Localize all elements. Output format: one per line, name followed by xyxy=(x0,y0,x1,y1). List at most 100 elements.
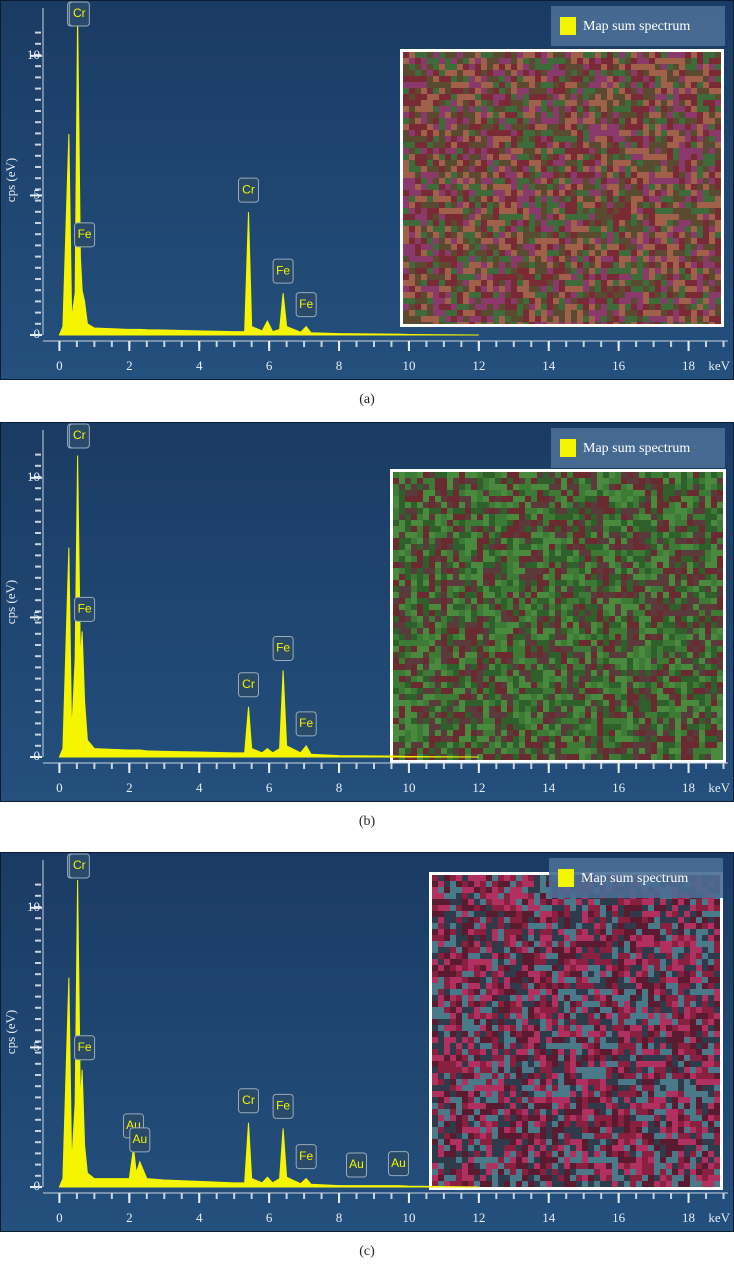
map-pixel xyxy=(607,52,613,58)
map-pixel xyxy=(637,112,643,118)
map-pixel xyxy=(537,538,543,544)
map-pixel xyxy=(511,316,517,322)
map-pixel xyxy=(423,532,429,538)
map-pixel xyxy=(651,472,657,478)
map-pixel xyxy=(627,484,633,490)
map-pixel xyxy=(621,478,627,484)
map-pixel xyxy=(705,592,711,598)
map-pixel xyxy=(579,670,585,676)
map-pixel xyxy=(487,268,493,274)
map-pixel xyxy=(555,586,561,592)
map-pixel xyxy=(651,622,657,628)
map-pixel xyxy=(645,550,651,556)
map-pixel xyxy=(483,502,489,508)
map-pixel xyxy=(523,52,529,58)
map-pixel xyxy=(399,538,405,544)
map-pixel xyxy=(445,172,451,178)
map-pixel xyxy=(703,106,709,112)
map-pixel xyxy=(517,136,523,142)
map-pixel xyxy=(717,598,723,604)
map-pixel xyxy=(637,190,643,196)
map-pixel xyxy=(639,604,645,610)
map-pixel xyxy=(429,598,435,604)
map-pixel xyxy=(639,694,645,700)
map-pixel xyxy=(547,118,553,124)
map-pixel xyxy=(499,226,505,232)
map-pixel xyxy=(693,676,699,682)
map-pixel xyxy=(405,484,411,490)
map-pixel xyxy=(637,70,643,76)
map-pixel xyxy=(693,670,699,676)
map-pixel xyxy=(621,694,627,700)
map-pixel xyxy=(657,664,663,670)
map-pixel xyxy=(609,622,615,628)
map-pixel xyxy=(519,472,525,478)
map-pixel xyxy=(715,274,721,280)
map-pixel xyxy=(523,142,529,148)
map-pixel xyxy=(619,268,625,274)
map-pixel xyxy=(457,118,463,124)
map-pixel xyxy=(505,310,511,316)
map-pixel xyxy=(577,226,583,232)
map-pixel xyxy=(699,640,705,646)
map-pixel xyxy=(645,592,651,598)
map-pixel xyxy=(421,244,427,250)
map-pixel xyxy=(463,322,469,324)
map-pixel xyxy=(519,484,525,490)
map-pixel xyxy=(541,208,547,214)
map-pixel xyxy=(499,58,505,64)
map-pixel xyxy=(423,688,429,694)
map-pixel xyxy=(463,304,469,310)
map-pixel xyxy=(637,148,643,154)
map-pixel xyxy=(453,700,459,706)
map-pixel xyxy=(547,142,553,148)
map-pixel xyxy=(511,274,517,280)
map-pixel xyxy=(457,214,463,220)
map-pixel xyxy=(477,550,483,556)
map-pixel xyxy=(411,610,417,616)
map-pixel xyxy=(463,178,469,184)
map-pixel xyxy=(609,520,615,526)
map-pixel xyxy=(627,634,633,640)
map-pixel xyxy=(639,712,645,718)
map-pixel xyxy=(399,556,405,562)
map-pixel xyxy=(561,718,567,724)
map-pixel xyxy=(703,154,709,160)
map-pixel xyxy=(489,658,495,664)
map-pixel xyxy=(603,538,609,544)
map-pixel xyxy=(441,676,447,682)
map-pixel xyxy=(523,214,529,220)
map-pixel xyxy=(519,532,525,538)
map-pixel xyxy=(553,310,559,316)
map-pixel xyxy=(639,520,645,526)
map-pixel xyxy=(429,484,435,490)
map-pixel xyxy=(463,244,469,250)
map-pixel xyxy=(577,124,583,130)
map-pixel xyxy=(565,136,571,142)
map-pixel xyxy=(619,292,625,298)
map-pixel xyxy=(463,136,469,142)
map-pixel xyxy=(441,658,447,664)
map-pixel xyxy=(685,184,691,190)
map-pixel xyxy=(669,568,675,574)
map-pixel xyxy=(439,298,445,304)
map-pixel xyxy=(591,544,597,550)
map-pixel xyxy=(673,160,679,166)
map-pixel xyxy=(637,130,643,136)
map-pixel xyxy=(633,592,639,598)
map-pixel xyxy=(669,718,675,724)
map-pixel xyxy=(459,700,465,706)
map-pixel xyxy=(643,172,649,178)
map-pixel xyxy=(637,238,643,244)
map-pixel xyxy=(435,532,441,538)
map-pixel xyxy=(621,712,627,718)
map-pixel xyxy=(591,628,597,634)
map-pixel xyxy=(471,700,477,706)
map-pixel xyxy=(543,484,549,490)
map-pixel xyxy=(393,646,399,652)
map-pixel xyxy=(663,508,669,514)
map-pixel xyxy=(579,514,585,520)
map-pixel xyxy=(475,244,481,250)
map-pixel xyxy=(393,616,399,622)
map-pixel xyxy=(465,604,471,610)
